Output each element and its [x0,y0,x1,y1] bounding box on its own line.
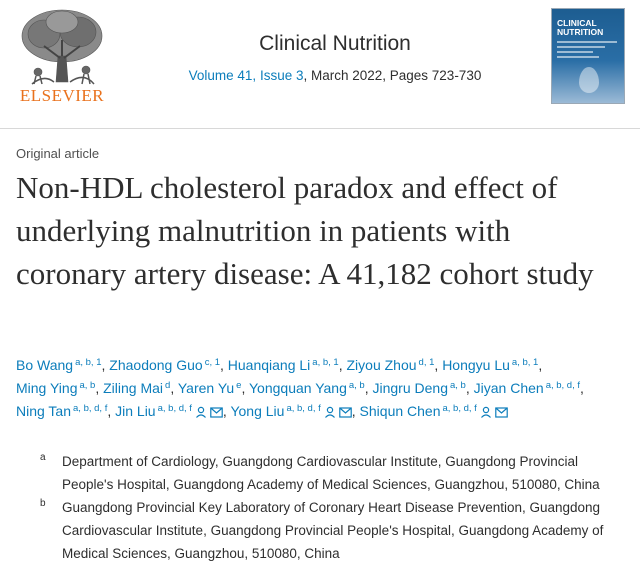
affiliation-item: a Department of Cardiology, Guangdong Car… [40,450,630,496]
author-separator: , [434,357,439,373]
author-separator: , [465,380,470,396]
affiliation-label: b [40,498,46,509]
author-separator: , [107,403,112,419]
journal-citation: Volume 41, Issue 3, March 2022, Pages 72… [150,68,520,83]
author-affiliation-marks: a, b, d, f [442,403,477,414]
author-link[interactable]: Shiqun Chen a, b, d, f [360,403,508,419]
author-affiliation-marks: a, b, 1 [312,357,339,368]
volume-issue-link[interactable]: Volume 41, Issue 3 [188,68,304,83]
author-affiliation-marks: a, b, 1 [75,357,102,368]
author-separator: , [538,357,543,373]
author-separator: , [222,403,227,419]
author-separator: , [220,357,224,373]
author-link[interactable]: Jin Liu a, b, d, f [115,403,223,419]
author-separator: , [364,380,369,396]
author-list: Bo Wang a, b, 1, Zhaodong Guo c, 1, Huanqi… [16,354,628,425]
elsevier-tree-logo[interactable] [14,6,110,106]
envelope-icon[interactable] [338,402,352,425]
journal-title-link[interactable]: Clinical Nutrition [259,32,411,55]
author-separator: , [101,357,106,373]
author-affiliation-marks: a, b, d, f [73,403,108,414]
person-icon [480,402,492,425]
author-affiliation-marks: d [165,380,171,391]
author-name: Yaren Yu [177,380,235,396]
author-affiliation-marks: a, b [348,380,365,391]
author-affiliation-marks: a, b [450,380,466,391]
author-link[interactable]: Jiyan Chen a, b, d, f [474,380,580,396]
author-name: Yong Liu [230,403,285,419]
author-link[interactable]: Huanqiang Li a, b, 1 [228,357,339,373]
author-affiliation-marks: e [236,380,242,391]
author-separator: , [338,357,343,373]
header-divider [0,128,640,129]
author-affiliation-marks: a, b, 1 [511,357,539,368]
article-title: Non-HDL cholesterol paradox and effect o… [16,170,594,291]
author-link[interactable]: Ziling Mai d [103,380,170,396]
author-link[interactable]: Bo Wang a, b, 1 [16,357,102,373]
affiliations: a Department of Cardiology, Guangdong Car… [40,450,630,565]
author-affiliation-marks: c, 1 [204,357,220,368]
affiliation-label: a [40,452,46,463]
person-icon [324,402,336,425]
author-affiliation-marks: a, b, d, f [286,403,321,414]
author-name: Ning Tan [16,403,72,419]
author-separator: , [170,380,175,396]
author-affiliation-marks: a, b, d, f [545,380,581,391]
affiliation-item: b Guangdong Provincial Key Laboratory of … [40,496,630,565]
author-name: Bo Wang [16,357,74,373]
author-name: Huanqiang Li [227,357,311,373]
affiliation-text: Department of Cardiology, Guangdong Card… [62,454,600,492]
author-separator: , [580,380,584,396]
author-link[interactable]: Ziyou Zhou d, 1 [347,357,435,373]
person-icon [195,402,207,425]
date-pages: , March 2022, Pages 723-730 [303,68,482,83]
author-separator: , [95,380,100,396]
cover-decoration [557,41,617,61]
envelope-icon[interactable] [495,402,508,425]
author-name: Ziyou Zhou [346,357,417,373]
author-name: Jiyan Chen [473,380,544,396]
author-link[interactable]: Yongquan Yang a, b [249,380,365,396]
article-type: Original article [16,146,100,161]
author-link[interactable]: Jingru Deng a, b [373,380,466,396]
author-link[interactable]: Hongyu Lu a, b, 1 [442,357,538,373]
cover-title: CLINICAL NUTRITION [557,18,604,37]
publisher-name: ELSEVIER [19,86,105,105]
affiliation-text: Guangdong Provincial Key Laboratory of C… [62,500,604,561]
author-link[interactable]: Ming Ying a, b [16,380,95,396]
author-name: Yongquan Yang [249,380,347,396]
author-separator: , [241,380,246,396]
author-name: Hongyu Lu [442,357,510,373]
author-name: Jin Liu [115,403,156,419]
author-name: Ziling Mai [103,380,164,396]
author-link[interactable]: Zhaodong Guo c, 1 [109,357,220,373]
author-name: Zhaodong Guo [109,357,203,373]
author-name: Shiqun Chen [359,403,441,419]
author-separator: , [351,403,356,419]
envelope-icon[interactable] [210,402,223,425]
author-name: Ming Ying [16,380,78,396]
author-link[interactable]: Ning Tan a, b, d, f [16,403,107,419]
cover-drop-graphic [579,67,599,93]
author-affiliation-marks: a, b [79,380,96,391]
journal-header: ELSEVIER Clinical Nutrition Volume 41, I… [0,0,640,130]
author-affiliation-marks: d, 1 [418,357,435,368]
author-link[interactable]: Yong Liu a, b, d, f [230,403,352,419]
author-affiliation-marks: a, b, d, f [157,403,192,414]
author-name: Jingru Deng [372,380,449,396]
author-link[interactable]: Yaren Yu e [178,380,242,396]
journal-cover-image[interactable]: CLINICAL NUTRITION [551,8,625,104]
